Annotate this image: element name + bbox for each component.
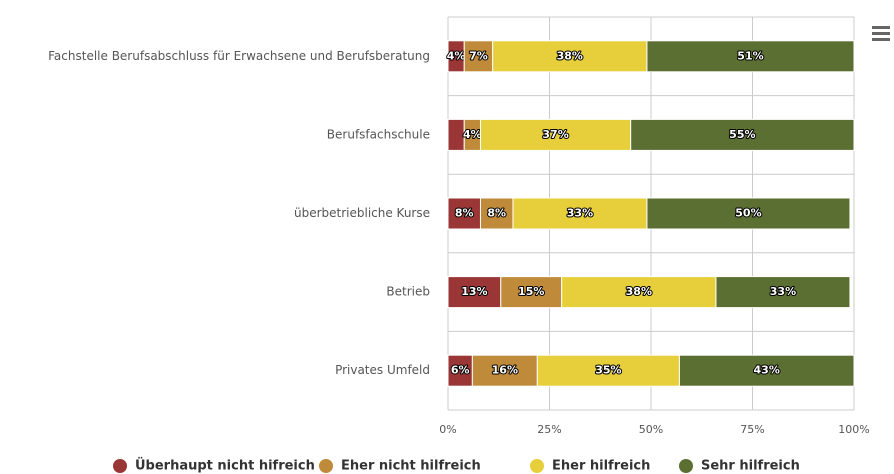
category-label: Berufsfachschule: [327, 127, 430, 141]
menu-bar: [872, 38, 890, 41]
category-label: Privates Umfeld: [335, 363, 430, 377]
data-label: 4%: [447, 49, 466, 62]
x-tick-label: 0%: [439, 423, 456, 436]
data-label: 15%: [518, 285, 544, 298]
data-label: 55%: [729, 128, 755, 141]
data-label: 33%: [770, 285, 796, 298]
bar-segment: [646, 197, 851, 230]
bar-segment: [646, 40, 855, 73]
data-label: 8%: [487, 207, 506, 220]
legend-label: Überhaupt nicht hifreich: [135, 458, 315, 474]
bar-segment: [630, 118, 855, 151]
x-tick-label: 50%: [639, 423, 663, 436]
data-label: 35%: [595, 364, 621, 377]
bar-segment: [471, 354, 538, 387]
legend-marker: [319, 459, 333, 473]
data-label: 7%: [469, 49, 488, 62]
bar-segment: [447, 276, 502, 309]
bar-segment: [479, 197, 514, 230]
data-label: 38%: [626, 285, 652, 298]
data-label: 38%: [557, 49, 583, 62]
category-label: Fachstelle Berufsabschluss für Erwachsen…: [48, 49, 430, 63]
data-label: 4%: [463, 128, 482, 141]
bar-segment: [512, 197, 648, 230]
legend-marker: [679, 459, 693, 473]
category-label: Betrieb: [386, 285, 430, 299]
legend-label: Sehr hilfreich: [701, 459, 800, 474]
menu-bar: [872, 32, 890, 35]
legend-label: Eher hilfreich: [552, 459, 650, 474]
x-tick-label: 75%: [740, 423, 764, 436]
data-label: 50%: [735, 207, 761, 220]
bar-segment: [715, 276, 851, 309]
data-label: 51%: [737, 49, 763, 62]
x-tick-label: 25%: [537, 423, 561, 436]
menu-button[interactable]: [872, 26, 890, 41]
legend-marker: [113, 459, 127, 473]
category-label: überbetriebliche Kurse: [294, 206, 430, 220]
bar-segment: [500, 276, 563, 309]
menu-bar: [872, 26, 890, 29]
bar-segment: [678, 354, 855, 387]
data-label: 8%: [455, 207, 474, 220]
bar-segment: [536, 354, 680, 387]
data-label: 37%: [542, 128, 568, 141]
bar-segment: [447, 118, 465, 151]
data-label: 13%: [461, 285, 487, 298]
data-label: 6%: [451, 364, 470, 377]
x-tick-label: 100%: [838, 423, 869, 436]
legend-label: Eher nicht hilfreich: [341, 459, 481, 474]
legend-marker: [530, 459, 544, 473]
data-label: 33%: [567, 207, 593, 220]
data-label: 16%: [492, 364, 518, 377]
data-label: 43%: [754, 364, 780, 377]
